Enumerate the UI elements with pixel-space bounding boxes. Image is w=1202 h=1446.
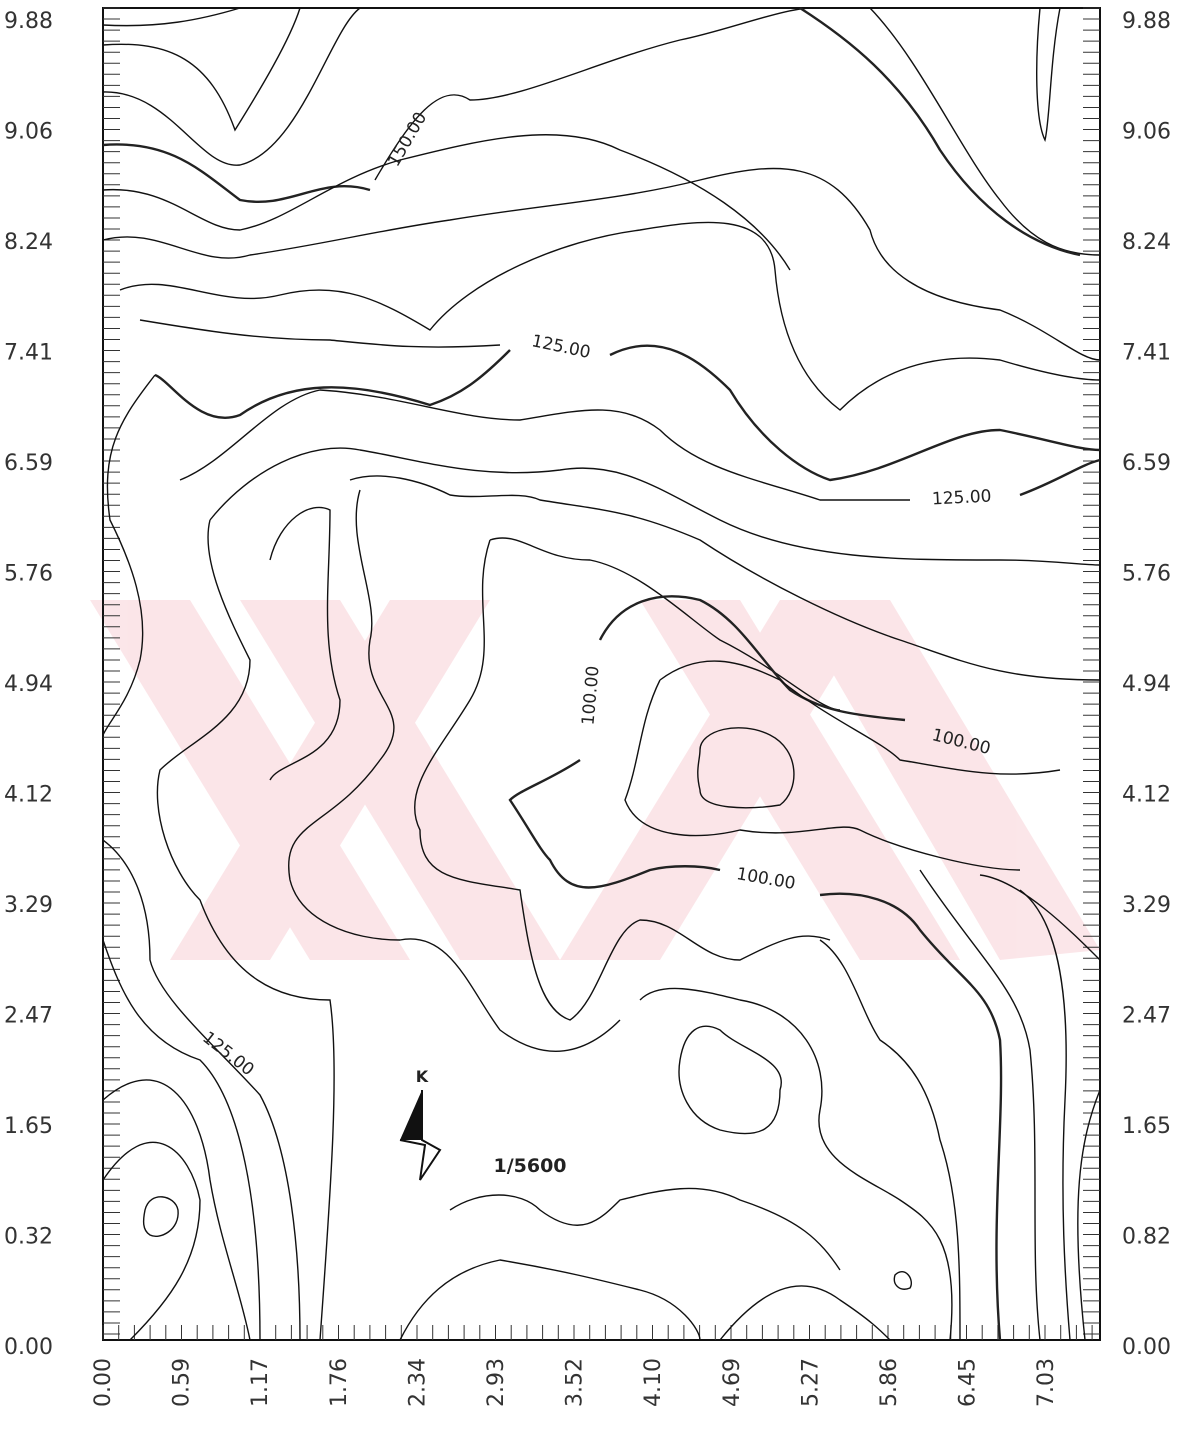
contour-label: 150.00 [384,109,431,171]
y-tick-label: 0.00 [4,1335,53,1360]
y-tick-label: 1.65 [1122,1114,1171,1139]
y-tick-label: 7.41 [1122,341,1171,366]
x-tick-label: 1.17 [248,1358,273,1407]
y-tick-label: 4.94 [4,672,53,697]
x-tick-label: 5.27 [798,1358,823,1407]
y-tick-label: 2.47 [1122,1004,1171,1029]
contour-label: 125.00 [932,486,992,509]
y-tick-label: 4.12 [1122,783,1171,808]
contour-label: 125.00 [198,1028,257,1080]
edge-ticks [102,7,1100,1340]
contours [102,6,1101,1341]
x-tick-label: 2.93 [484,1358,509,1407]
y-tick-label: 0.00 [1122,1335,1171,1360]
y-tick-label: 0.82 [1122,1225,1171,1250]
y-tick-label: 6.59 [4,451,53,476]
y-tick-label: 8.24 [1122,230,1171,255]
x-tick-label: 0.59 [170,1358,195,1407]
x-tick-label: 4.69 [720,1358,745,1407]
contour-label: 100.00 [735,864,797,894]
y-tick-label: 4.94 [1122,672,1171,697]
frame [102,7,1101,1341]
x-tick-label: 5.86 [877,1358,902,1407]
x-tick-label: 6.45 [956,1358,981,1407]
y-tick-label: 3.29 [4,893,53,918]
y-tick-label: 4.12 [4,783,53,808]
y-tick-label: 9.06 [1122,120,1171,145]
y-tick-label: 1.65 [4,1114,53,1139]
north-label: K [416,1067,429,1086]
y-tick-label: 6.59 [1122,451,1171,476]
y-tick-label: 9.88 [4,9,53,34]
y-tick-label: 8.24 [4,230,53,255]
y-tick-label: 2.47 [4,1004,53,1029]
y-tick-label: 0.32 [4,1225,53,1250]
x-tick-label: 1.76 [327,1358,352,1407]
x-tick-label: 2.34 [405,1358,430,1407]
watermark [90,600,1100,960]
contour-label: 125.00 [530,331,592,363]
north-arrow [399,1090,442,1181]
y-tick-label: 7.41 [4,341,53,366]
y-tick-label: 5.76 [4,562,53,587]
contour-label: 100.00 [578,665,603,726]
x-tick-label: 7.03 [1034,1358,1059,1407]
y-tick-label: 3.29 [1122,893,1171,918]
x-tick-label: 0.00 [91,1358,116,1407]
x-tick-label: 3.52 [563,1358,588,1407]
x-tick-label: 4.10 [641,1358,666,1407]
y-tick-label: 9.06 [4,120,53,145]
y-tick-label: 5.76 [1122,562,1171,587]
y-tick-label: 9.88 [1122,9,1171,34]
scale-label: 1/5600 [493,1155,566,1177]
